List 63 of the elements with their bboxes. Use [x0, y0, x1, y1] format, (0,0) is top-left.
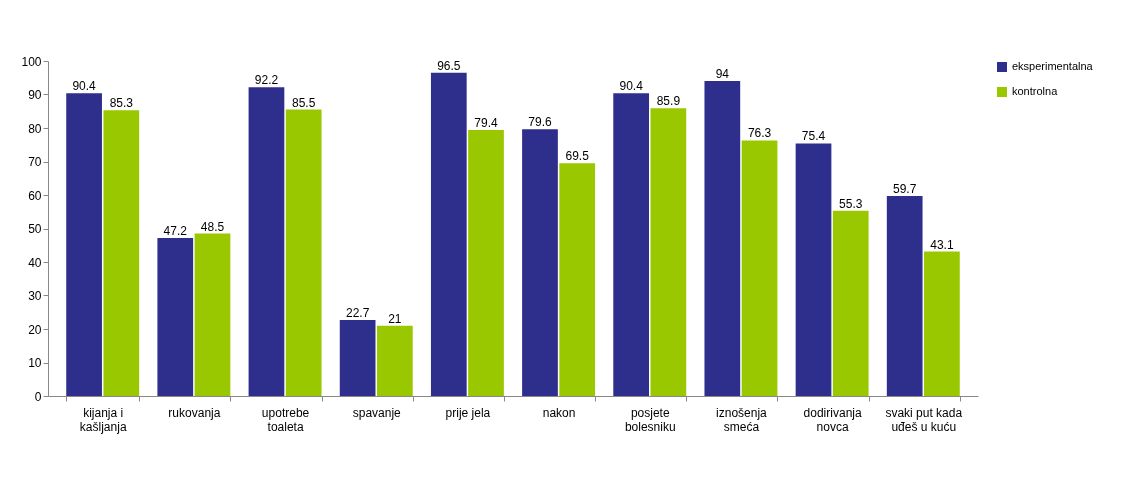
data-label: 69.5 [565, 149, 590, 164]
bar [339, 319, 376, 396]
bar [157, 237, 194, 396]
data-label: 96.5 [437, 58, 461, 73]
y-tick-label: 60 [28, 188, 42, 203]
x-tick-label: prije jela [445, 405, 491, 420]
bar [886, 196, 923, 396]
y-tick-label: 70 [28, 155, 42, 169]
y-tick-label: 40 [28, 255, 42, 270]
bar [248, 87, 285, 396]
x-tick-label: iznošenja smeća [716, 405, 768, 434]
data-label: 90.4 [72, 79, 97, 94]
x-tick-label: nakon [542, 405, 576, 420]
x-tick-label: spavanje [352, 405, 402, 420]
x-tick-label: svaki put kada uđeš u kuću [885, 405, 963, 434]
x-tick-label: rukovanja [168, 405, 221, 420]
bar [103, 110, 140, 396]
data-label: 85.3 [109, 96, 134, 111]
x-tick-label: posjete bolesniku [624, 405, 676, 434]
y-tick-label: 90 [28, 88, 42, 102]
data-label: 59.7 [893, 182, 917, 197]
data-label: 55.3 [839, 196, 863, 211]
data-label: 48.5 [200, 219, 225, 234]
data-label: 90.4 [619, 79, 644, 94]
data-label: 22.7 [345, 305, 370, 320]
bar [924, 251, 960, 396]
data-label: 76.3 [747, 126, 772, 141]
y-tick-label: 30 [28, 289, 42, 303]
x-tick-label: kijanja i kašljanja [79, 405, 127, 434]
data-label: 85.5 [291, 95, 316, 110]
bar [66, 93, 102, 396]
legend-label: eksperimentalna [1012, 60, 1094, 72]
y-tick-label: 80 [28, 121, 42, 136]
bar [613, 93, 650, 396]
bar [285, 109, 322, 396]
y-tick-label: 50 [28, 222, 42, 236]
data-label: 79.4 [474, 116, 499, 131]
legend-label: kontrolna [1012, 85, 1059, 97]
bar [559, 163, 596, 396]
bar [376, 325, 413, 396]
x-tick-label: dodirivanja novca [803, 405, 862, 434]
bar [832, 210, 869, 396]
data-label: 21 [388, 311, 402, 326]
data-label: 85.9 [656, 94, 681, 109]
bar [522, 129, 558, 396]
bar [741, 140, 778, 396]
data-label: 47.2 [163, 223, 188, 238]
y-tick-label: 20 [28, 322, 42, 337]
bar [795, 143, 832, 396]
bar [650, 108, 687, 396]
data-label: 43.1 [930, 237, 954, 252]
data-label: 79.6 [528, 115, 552, 130]
y-tick-label: 0 [34, 389, 42, 404]
bar [430, 72, 467, 396]
data-label: 75.4 [801, 129, 826, 144]
x-tick-label: upotrebe toaleta [261, 405, 310, 434]
bar [468, 130, 504, 396]
y-tick-label: 10 [28, 356, 42, 370]
y-tick-label: 100 [21, 54, 42, 69]
data-label: 92.2 [254, 73, 279, 88]
bar [704, 81, 741, 396]
data-label: 94 [715, 67, 730, 82]
bar [194, 233, 231, 396]
